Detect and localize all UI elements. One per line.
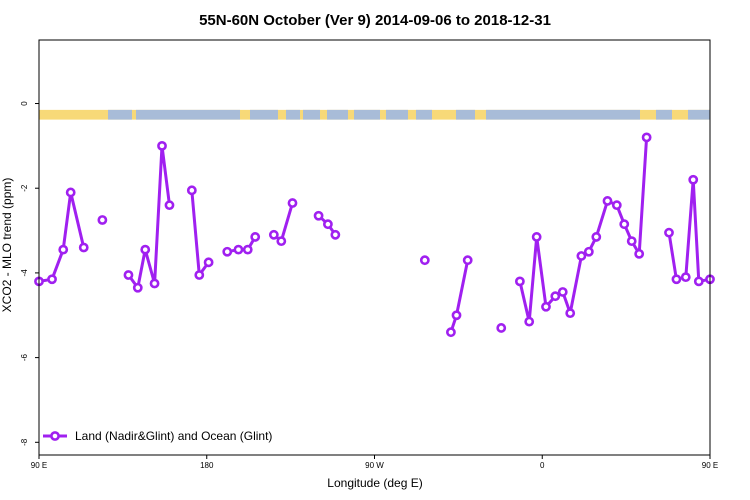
data-point [164,200,175,211]
data-point [462,255,473,266]
data-point [419,255,430,266]
series-line [127,144,171,290]
ocean-patch [486,109,640,120]
ocean-patch [108,109,132,120]
ocean-patch [688,109,710,120]
data-point [680,272,691,283]
ocean-patch [150,109,240,120]
data-point [634,248,645,259]
data-point [194,270,205,280]
x-tick-label: 90 W [365,461,384,470]
y-tick-label: -6 [20,354,29,362]
data-point [557,287,568,297]
data-point [149,278,160,289]
series-line [38,190,86,283]
data-point [140,244,151,255]
x-axis-label: Longitude (deg E) [327,476,422,490]
data-point [313,210,324,221]
ocean-patch [456,109,475,120]
data-point [186,185,197,196]
data-point [323,219,333,230]
data-point [233,244,244,255]
legend-marker-swatch [50,431,60,441]
x-axis: 90 E 180 90 W 0 90 E [31,455,718,470]
data-point [576,251,587,261]
data-point [531,232,542,242]
data-point [58,244,69,255]
legend-label: Land (Nadir&Glint) and Ocean (Glint) [75,429,272,443]
y-tick-label: -8 [20,438,29,446]
data-point [242,244,253,255]
data-point [47,274,57,285]
ocean-patch [136,109,150,120]
data-point [693,276,704,287]
data-point [641,132,652,143]
ocean-patch [286,109,300,120]
data-point [287,198,298,208]
ocean-patch [303,109,320,120]
data-point [619,219,630,230]
y-tick-label: -4 [20,269,29,277]
data-point [688,174,699,185]
data-point [591,232,602,242]
x-tick-label: 0 [540,461,545,470]
x-tick-label: 180 [200,461,214,470]
data-point [276,236,287,247]
data-point [671,274,682,285]
x-tick-label: 90 E [702,461,718,470]
data-point [602,196,613,206]
x-tick-label: 90 E [31,461,47,470]
series-line [449,259,470,333]
data-point [446,327,456,338]
data-point [123,270,134,280]
data-point [78,242,89,253]
data-point [268,229,279,240]
data-point [496,323,507,333]
data-point [611,200,622,211]
land-ocean-band [39,109,710,120]
y-axis: 0 -2 -4 -6 -8 [20,101,39,446]
series-line [667,178,711,283]
ocean-patch [416,109,432,120]
chart-title: 55N-60N October (Ver 9) 2014-09-06 to 20… [199,12,551,29]
data-point [157,140,167,151]
data-point [250,232,261,242]
data-point [65,187,76,198]
data-point [550,291,561,302]
ocean-patch [250,109,278,120]
series-layer [34,132,715,338]
ocean-patch [386,109,408,120]
data-point [524,316,535,327]
data-point [626,236,637,247]
data-point [451,310,462,321]
data-point [541,301,551,312]
data-point [97,215,108,225]
data-point [222,246,233,257]
y-tick-label: -2 [20,184,29,192]
series-line [518,137,649,324]
plot-border [38,39,711,456]
y-axis-label: XCO2 - MLO trend (ppm) [0,178,14,313]
y-tick-label: 0 [20,101,29,106]
data-point [514,276,525,287]
legend: Land (Nadir&Glint) and Ocean (Glint) [43,429,272,443]
data-point [565,308,576,319]
data-point [330,229,341,240]
ocean-patch [656,109,672,120]
data-point [132,282,143,293]
data-point [664,227,674,238]
ocean-patch [327,109,348,120]
data-point [203,257,214,268]
data-point [583,246,594,257]
ocean-patch [354,109,380,120]
